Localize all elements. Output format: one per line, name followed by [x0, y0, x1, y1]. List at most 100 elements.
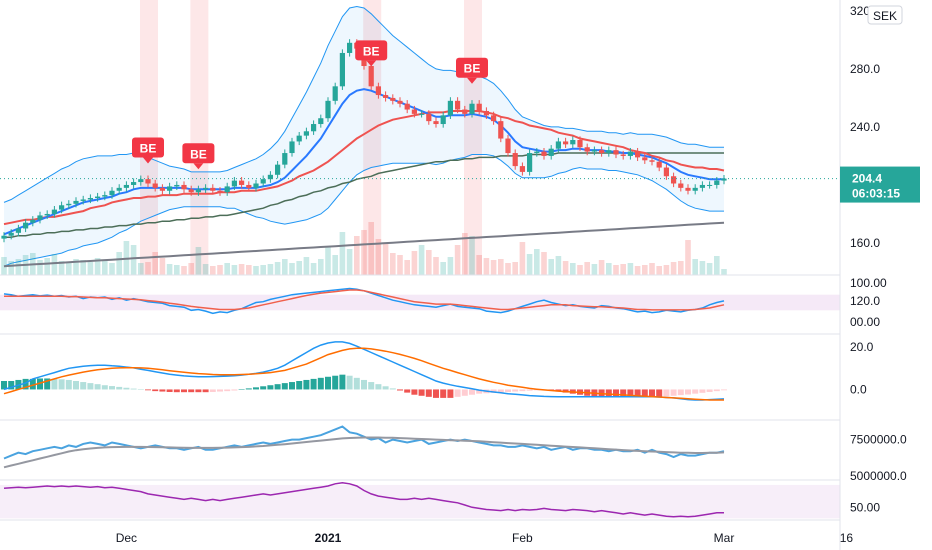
macd-histogram-bar [289, 382, 295, 390]
candle-body [411, 109, 417, 114]
volume-bar [80, 260, 86, 275]
oscillator-line [3, 481, 724, 518]
candle-body [714, 180, 720, 185]
macd-histogram-bar [303, 379, 310, 390]
volume-bar [260, 265, 266, 275]
macd-histogram-bar [202, 389, 209, 393]
candle-body [224, 186, 230, 193]
candle-body [678, 183, 684, 188]
macd-histogram-bar [382, 386, 389, 390]
volume-bar [692, 259, 698, 275]
candle-body [383, 95, 389, 98]
macd-histogram-bar [58, 379, 65, 390]
volume-bar [562, 261, 569, 275]
macd-histogram-bar [677, 389, 684, 396]
volume-bar [44, 258, 50, 275]
volume-bar [210, 266, 216, 275]
volume-bar [332, 255, 338, 275]
volume-bar [462, 233, 468, 275]
macd-histogram-bar [51, 378, 58, 390]
oscillator-tick-label: 50.00 [850, 500, 880, 514]
volume-bar [541, 252, 547, 275]
candle-body [15, 228, 21, 233]
volume-bar [282, 259, 288, 275]
signal-shade-column [363, 0, 382, 275]
candle-body [253, 183, 259, 188]
candle-body [159, 187, 165, 191]
macd-histogram-bar [188, 389, 195, 393]
candle-body [671, 176, 677, 184]
volume-bar [224, 263, 230, 275]
macd-histogram-bar [613, 389, 619, 397]
macd-histogram-bar [145, 389, 151, 391]
macd-histogram-bar [699, 389, 706, 393]
volume-bar [454, 245, 461, 275]
candle-body [512, 153, 518, 167]
volume-ma-tick-label: 5000000.0 [850, 469, 907, 483]
volume-bar [246, 265, 252, 275]
oscillator-pane[interactable] [0, 481, 840, 519]
rsi-pane[interactable] [0, 287, 840, 315]
candle-body [8, 232, 14, 236]
volume-bar [66, 263, 72, 275]
volume-bar [534, 249, 540, 275]
volume-bar [714, 256, 720, 275]
macd-histogram-bar [649, 389, 655, 397]
volume-bar [289, 263, 295, 275]
volume-bar [231, 265, 238, 275]
macd-histogram-bar [274, 384, 281, 390]
signal-labels-layer: BE BE BE BE [132, 40, 488, 170]
candle-body [152, 183, 158, 188]
candle-body [483, 110, 489, 116]
candle-body [318, 118, 324, 125]
candle-body [599, 150, 605, 154]
volume-bar [418, 245, 425, 275]
candle-body [181, 184, 187, 190]
volume-bar [368, 222, 374, 275]
candle-body [66, 203, 72, 206]
candle-body [577, 139, 583, 148]
candle-body [663, 167, 669, 177]
candle-body [527, 153, 533, 172]
volume-bar [642, 265, 648, 275]
candle-body [397, 100, 403, 104]
macd-histogram-bar [713, 389, 720, 392]
candle-body [476, 103, 482, 111]
candle-body [426, 113, 432, 122]
macd-histogram-bar [37, 378, 43, 390]
candle-body [116, 187, 122, 191]
macd-pane[interactable] [1, 341, 727, 401]
macd-histogram-bar [505, 389, 511, 392]
volume-bar [325, 246, 331, 275]
volume-bar [721, 269, 727, 275]
macd-histogram-bar [433, 389, 439, 398]
signal-badge-label: BE [190, 147, 207, 161]
signal-shade-column [140, 0, 158, 275]
signal-badge-pointer [193, 163, 204, 170]
macd-histogram-bar [721, 389, 727, 391]
macd-histogram-bar [425, 389, 432, 397]
volume-ma-tick-label: 7500000.0 [850, 433, 907, 447]
candle-body [491, 115, 497, 122]
volume-bar [476, 255, 482, 275]
candle-body [347, 42, 353, 53]
macd-histogram-bar [231, 389, 238, 391]
volume-bar [699, 261, 706, 275]
volume-bar [37, 260, 43, 275]
volume-bar [426, 250, 432, 275]
macd-histogram-bar [346, 375, 353, 390]
candle-body [692, 187, 698, 191]
candle-body [721, 178, 727, 181]
candle-body [59, 205, 65, 210]
macd-histogram-bar [519, 389, 526, 392]
time-axis[interactable]: Dec 2021 Feb Mar 16 [116, 531, 854, 545]
volume-ma-pane[interactable] [3, 425, 725, 469]
macd-histogram-bar [123, 387, 130, 390]
candle-body [73, 200, 79, 204]
candle-body [332, 86, 338, 101]
volume-bar [584, 262, 590, 275]
macd-histogram-bar [238, 389, 245, 390]
price-pane[interactable] [0, 5, 840, 276]
macd-histogram-bar [317, 377, 324, 390]
